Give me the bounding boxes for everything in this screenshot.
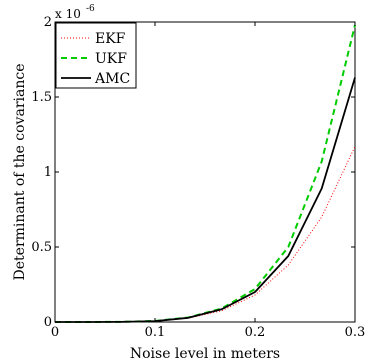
series-line-amc [55, 77, 356, 323]
y-multiplier: x 10 -6 [55, 4, 95, 21]
y-tick-label-2: 1 [44, 165, 52, 180]
y-multiplier-base: x 10 [55, 7, 81, 21]
tick-layer: 0 0.1 0.2 0.3 0 0.5 1 1.5 2 [31, 15, 365, 340]
y-tick-label-1: 0.5 [31, 240, 52, 255]
y-multiplier-exponent: -6 [86, 4, 95, 14]
series-line-ekf [55, 146, 356, 323]
x-tick-label-0: 0 [51, 325, 59, 340]
y-tick-label-4: 2 [44, 15, 52, 30]
legend-label-ekf: EKF [95, 31, 126, 47]
y-tick-label-0: 0 [44, 315, 52, 330]
y-axis-label: Determinant of the covariance [12, 64, 28, 281]
x-tick-label-3: 0.3 [345, 325, 366, 340]
legend-label-ukf: UKF [95, 51, 127, 67]
x-tick-label-1: 0.1 [145, 325, 166, 340]
y-tick-label-3: 1.5 [31, 90, 52, 105]
x-tick-label-2: 0.2 [245, 325, 266, 340]
x-axis-label: Noise level in meters [130, 346, 280, 362]
series-layer [55, 24, 356, 323]
legend: EKF UKF AMC [55, 22, 137, 89]
legend-label-amc: AMC [94, 71, 130, 87]
